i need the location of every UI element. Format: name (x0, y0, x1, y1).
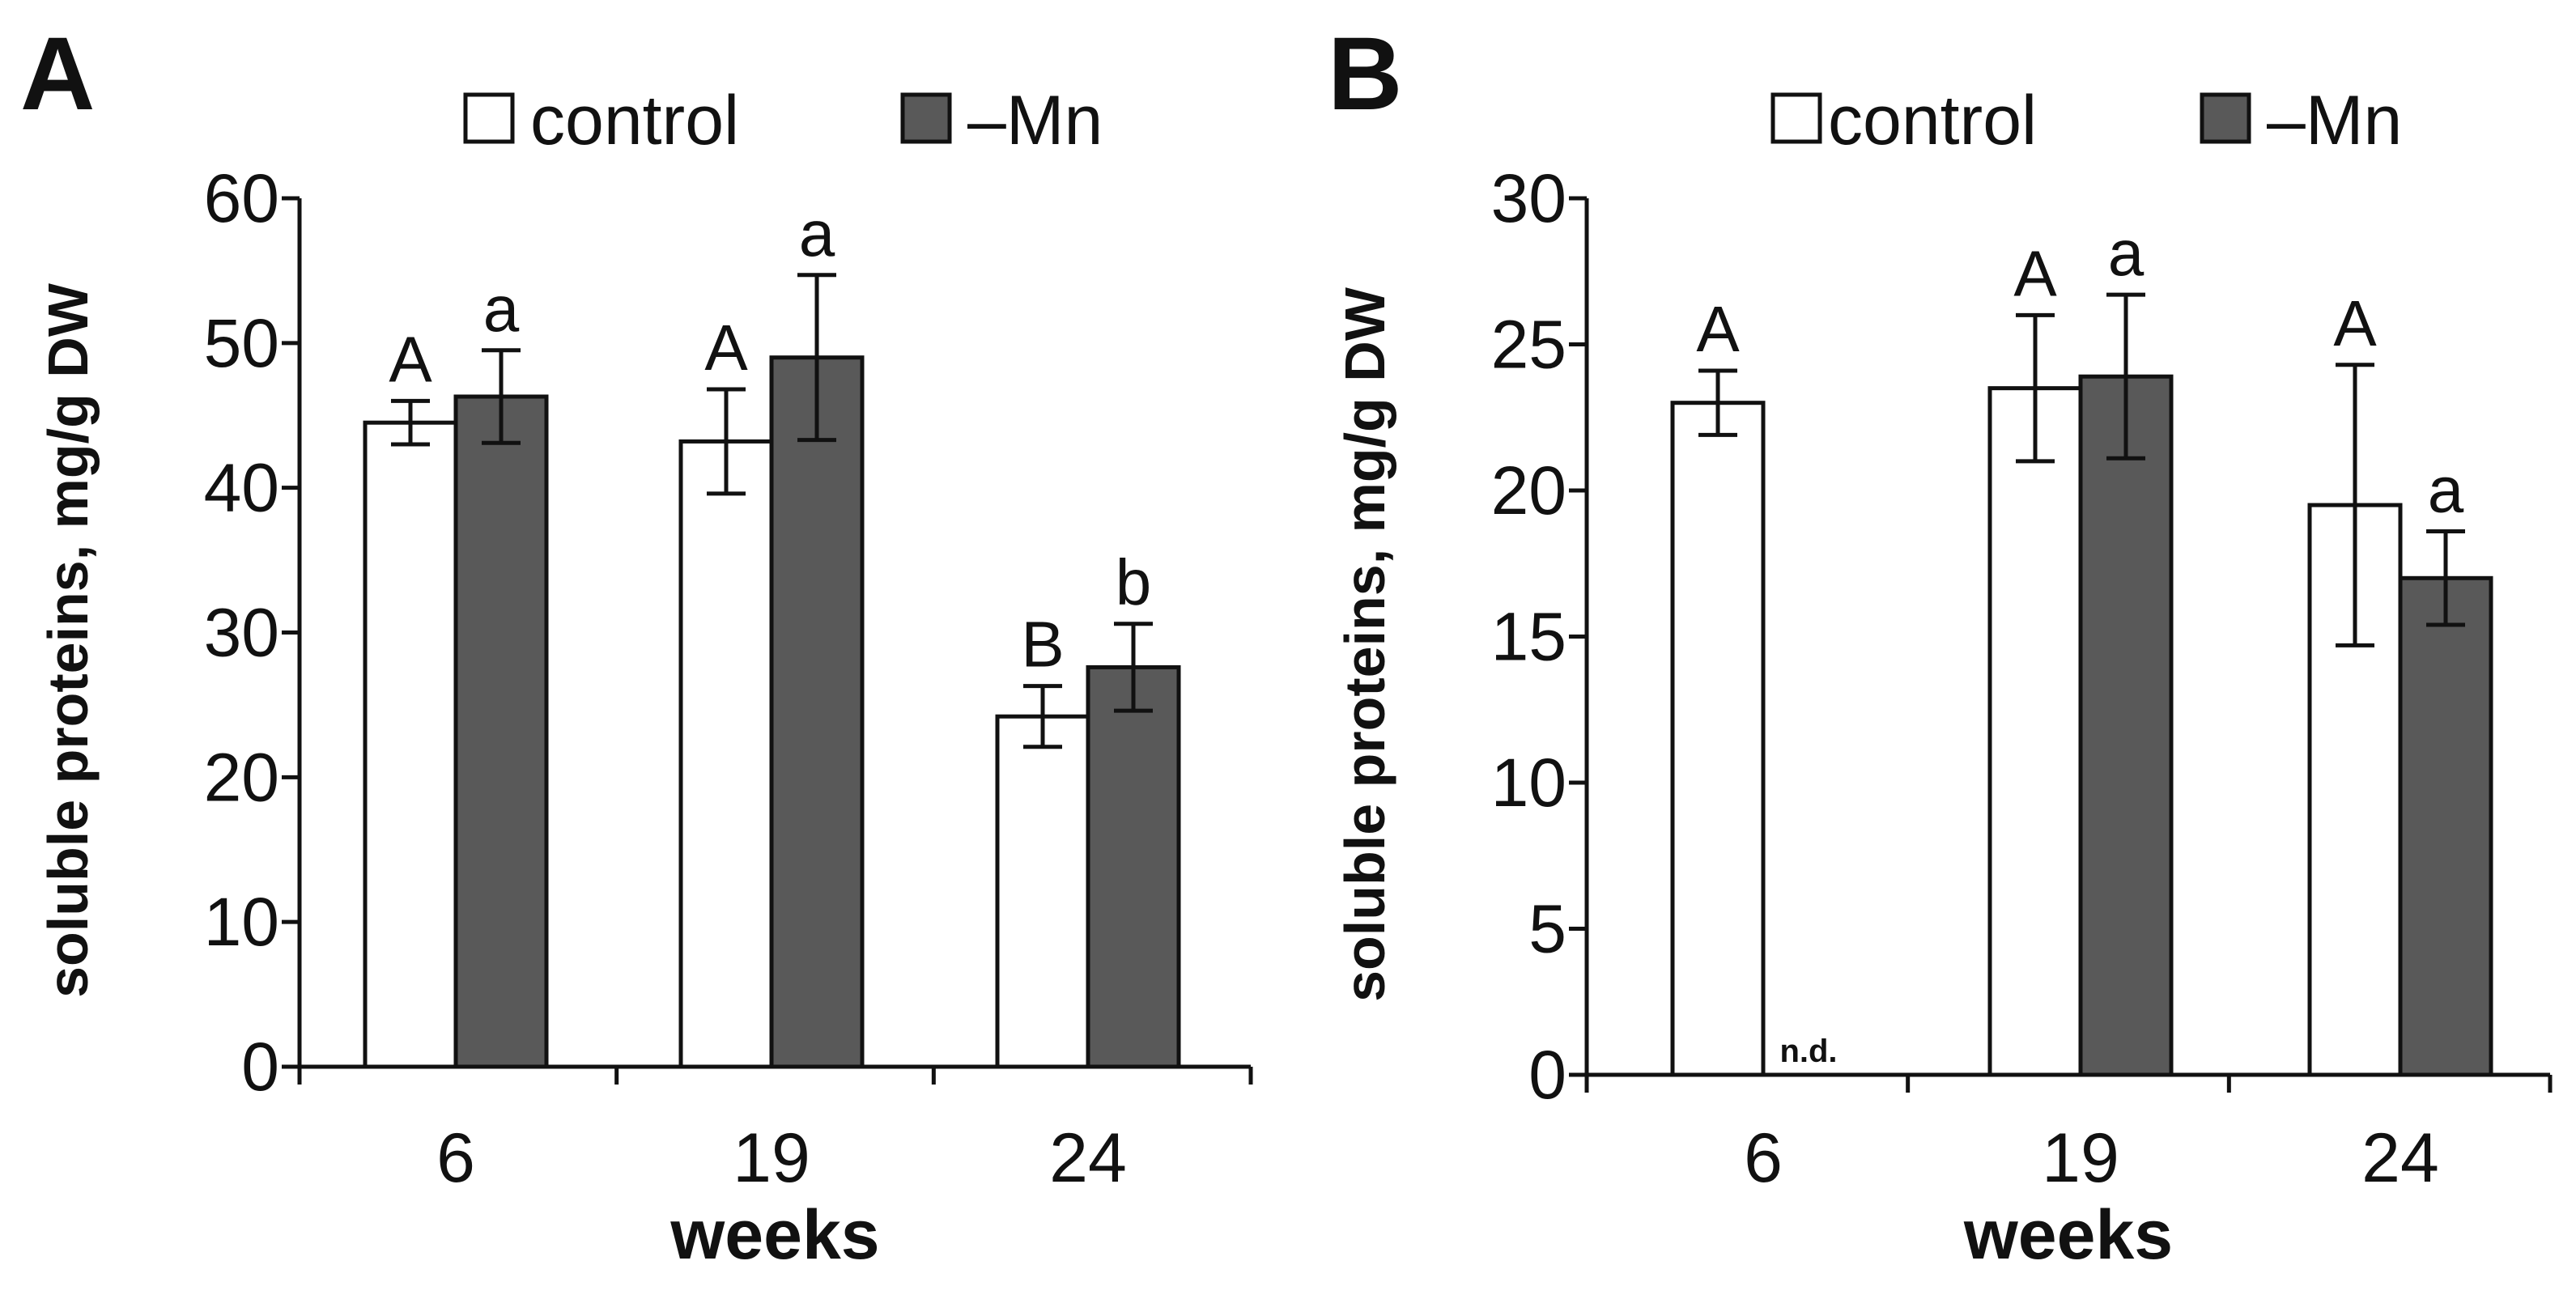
y-tick-label: 30 (1491, 160, 1566, 236)
bar-control (995, 714, 1090, 1069)
x-category-label: 19 (2042, 1119, 2119, 1197)
significance-label: a (2428, 454, 2464, 526)
y-tick-label: 15 (1491, 599, 1566, 675)
significance-label: a (2108, 217, 2145, 289)
y-tick-label: 60 (204, 160, 279, 236)
legend-label-mn: –Mn (2267, 82, 2402, 159)
y-tick-label: 5 (1528, 891, 1566, 967)
nd-label: n.d. (1779, 1034, 1837, 1069)
bar-control (1987, 386, 2083, 1077)
bar-control (678, 439, 774, 1069)
legend-label-control: control (1828, 82, 2037, 159)
x-category-label: 6 (1744, 1119, 1783, 1197)
significance-label: b (1116, 546, 1152, 618)
significance-label: A (389, 323, 432, 395)
significance-label: A (2013, 237, 2057, 309)
bar-mn (1086, 664, 1181, 1069)
y-tick-label: 20 (1491, 452, 1566, 529)
legend: control –Mn (463, 82, 1103, 159)
y-tick-label: 10 (1491, 745, 1566, 821)
x-category-label: 19 (733, 1119, 810, 1197)
y-tick-label: 10 (204, 884, 279, 960)
y-tick-label: 20 (204, 739, 279, 815)
y-tick-label: 0 (241, 1029, 279, 1105)
bar-control (363, 420, 458, 1069)
legend: control –Mn (1770, 82, 2402, 159)
x-axis-title: weeks (670, 1196, 879, 1274)
x-category-label: 24 (1049, 1119, 1127, 1197)
bar-control (1670, 401, 1766, 1077)
y-axis-title: soluble proteins, mg/g DW (36, 283, 100, 998)
significance-label: A (704, 312, 748, 384)
x-axis-title: weeks (1963, 1196, 2173, 1274)
significance-label: B (1021, 609, 1064, 681)
legend-label-control: control (530, 82, 739, 159)
bar-mn (769, 355, 865, 1069)
y-tick-label: 25 (1491, 307, 1566, 383)
significance-label: A (2333, 287, 2377, 359)
y-tick-label: 0 (1528, 1037, 1566, 1113)
y-axis-title: soluble proteins, mg/g DW (1333, 287, 1396, 1002)
legend-swatch-control (463, 92, 515, 144)
panel-letter: A (20, 16, 95, 132)
bar-mn (2398, 575, 2493, 1077)
significance-label: A (1696, 293, 1740, 365)
legend-swatch-mn (900, 92, 952, 144)
y-tick-label: 40 (204, 450, 279, 526)
panel-letter: B (1328, 16, 1402, 132)
legend-label-mn: –Mn (967, 82, 1103, 159)
significance-label: a (799, 197, 835, 270)
bar-mn (2078, 374, 2174, 1077)
legend-swatch-control (1770, 92, 1822, 144)
x-category-label: 24 (2361, 1119, 2439, 1197)
y-tick-label: 50 (204, 305, 279, 381)
bar-mn (453, 394, 549, 1069)
significance-label: a (483, 273, 520, 345)
legend-swatch-mn (2200, 92, 2251, 144)
x-category-label: 6 (436, 1119, 475, 1197)
y-tick-label: 30 (204, 595, 279, 671)
